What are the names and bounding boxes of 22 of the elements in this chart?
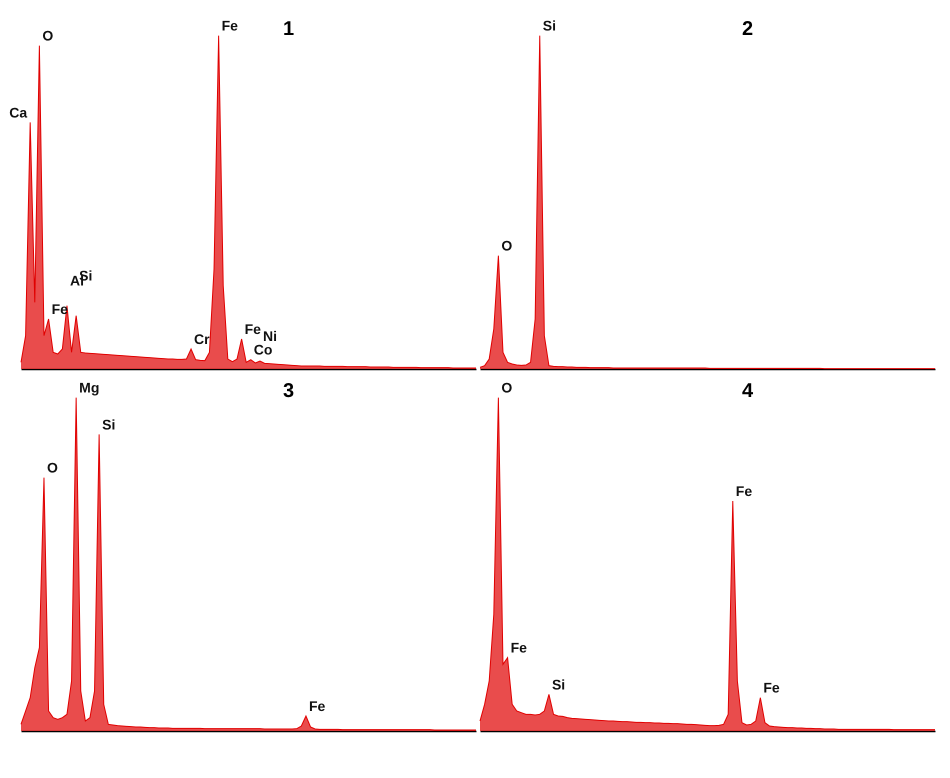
annotation: Ni (262, 328, 277, 344)
chart-title: 1 (282, 18, 294, 40)
annotation: O (42, 28, 54, 44)
text: Si (542, 18, 556, 34)
annotation: Cr (194, 331, 210, 347)
annotation: Fe (244, 321, 262, 337)
annotation: Si (102, 416, 116, 432)
text: Mg (79, 380, 100, 396)
annotation: Fe (308, 698, 326, 714)
annotation: Ca (9, 104, 28, 120)
annotation: Si (552, 676, 566, 692)
text: Fe (222, 18, 238, 34)
chart-title: 2 (742, 18, 754, 40)
annotation: O (501, 238, 512, 254)
text: O (501, 380, 512, 396)
chart-title: 3 (282, 380, 294, 402)
annotation: Co (254, 342, 272, 358)
annotation: O (46, 460, 58, 476)
chart-title: 4 (742, 380, 754, 402)
annotation: Fe (736, 483, 752, 499)
annotation: Fe (763, 680, 780, 696)
annotation: Fe (510, 640, 528, 656)
